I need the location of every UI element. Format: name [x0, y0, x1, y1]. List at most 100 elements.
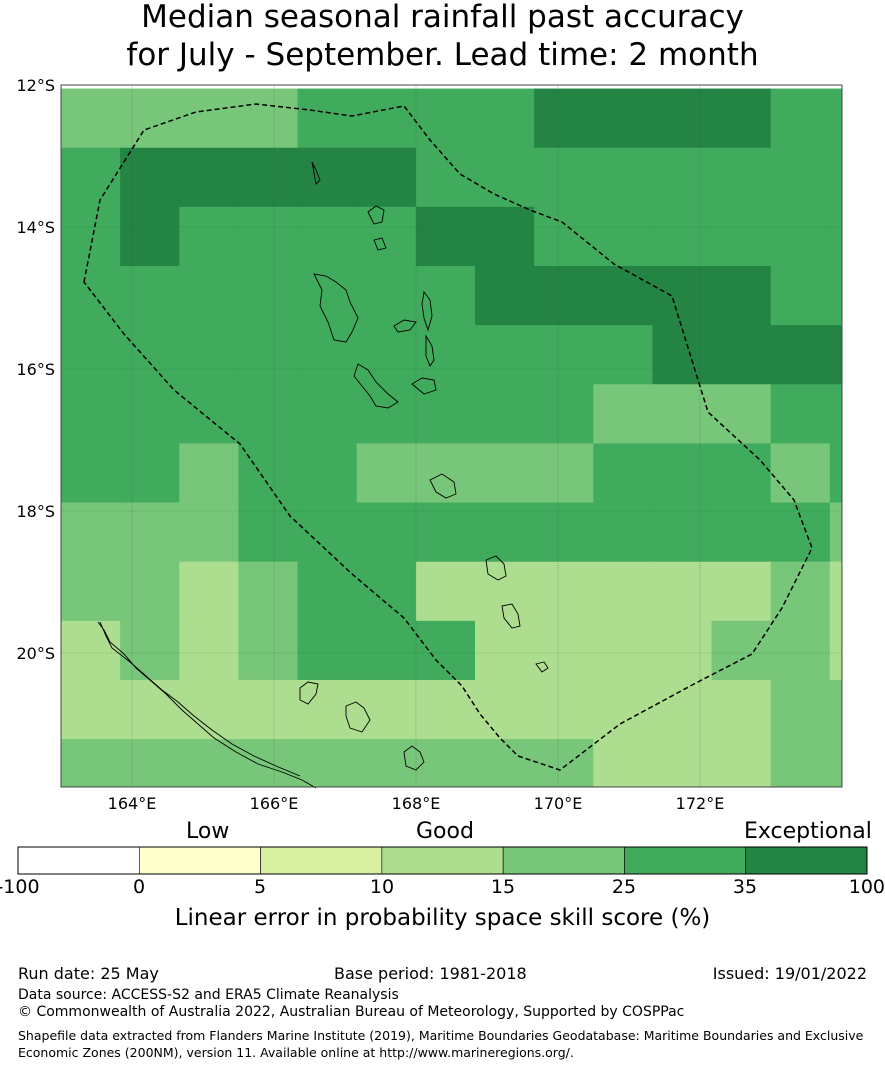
grid-cell — [238, 325, 299, 385]
colorbar-tick-minus100: -100 — [0, 876, 40, 898]
grid-cell — [179, 502, 239, 563]
grid-cell — [415, 265, 476, 326]
efate-coast — [429, 473, 457, 499]
grid-cell — [593, 739, 653, 788]
grid-cell — [534, 679, 594, 740]
grid-cell — [61, 88, 121, 149]
grid-cell — [238, 88, 299, 149]
grid-cell — [415, 88, 476, 149]
grid-cell — [652, 679, 713, 740]
pentecost-coast — [425, 334, 435, 367]
colorbar-frame — [17, 846, 868, 875]
erromango-coast — [485, 555, 507, 581]
grid-cell — [475, 679, 535, 740]
colorbar-title: Linear error in probability space skill … — [174, 905, 711, 931]
grid-cell — [711, 325, 772, 385]
grid-cell — [61, 502, 121, 563]
grid-cell — [711, 265, 772, 326]
torres-island — [311, 161, 321, 185]
grid-cell — [711, 620, 772, 681]
grid-cell — [415, 443, 476, 504]
grid-cell — [711, 88, 772, 149]
grid-cell — [534, 443, 594, 504]
grid-cell — [297, 561, 358, 622]
skill-grid-cells — [61, 88, 843, 788]
grid-cell — [61, 620, 121, 681]
grid-cell — [297, 620, 358, 681]
grid-cell — [297, 679, 358, 740]
shapefile-credit-line-2: Economic Zones (200NM), version 11. Avai… — [18, 1045, 574, 1060]
grid-cell — [593, 561, 653, 622]
data-source: Data source: ACCESS-S2 and ERA5 Climate … — [18, 987, 399, 1003]
grid-cell — [534, 325, 594, 385]
map-title: Median seasonal rainfall past accuracy f… — [0, 0, 885, 74]
malekula-coast — [353, 363, 399, 409]
grid-cell — [829, 206, 843, 267]
grid-cell — [593, 679, 653, 740]
grid-cell — [297, 206, 358, 267]
lat-label-14s: 14°S — [16, 218, 55, 237]
grid-cell — [593, 265, 653, 326]
grid-cell — [238, 561, 299, 622]
grid-cell — [770, 88, 831, 149]
grid-cell — [179, 88, 239, 149]
grid-cell — [179, 206, 239, 267]
lon-label-168e: 168°E — [391, 794, 441, 813]
ambae-coast — [393, 319, 417, 333]
grid-cell — [238, 384, 299, 444]
grid-cell — [356, 206, 417, 267]
grid-cell — [593, 88, 653, 149]
grid-cell — [61, 679, 121, 740]
colorbar-tick-100: 100 — [848, 876, 885, 898]
grid-cell — [356, 739, 417, 788]
grid-cell — [593, 384, 653, 444]
colorbar-tick-0: 0 — [132, 876, 146, 898]
colorbar-segment — [17, 846, 140, 875]
grid-cell — [356, 502, 417, 563]
grid-cell — [652, 147, 713, 208]
grid-cell — [829, 384, 843, 444]
grid-cell — [120, 561, 180, 622]
grid-cell — [829, 88, 843, 149]
grid-cell — [711, 561, 772, 622]
loyalty-island-3 — [403, 745, 425, 771]
grid-cell — [238, 147, 299, 208]
new-caledonia-coast — [97, 621, 317, 789]
grid-cell — [61, 443, 121, 504]
grid-cell — [415, 325, 476, 385]
grid-cell — [534, 739, 594, 788]
grid-cell — [61, 325, 121, 385]
grid-cell — [770, 147, 831, 208]
grid-cell — [356, 384, 417, 444]
grid-cell — [61, 384, 121, 444]
grid-cell — [652, 88, 713, 149]
grid-cell — [415, 561, 476, 622]
grid-cell — [711, 502, 772, 563]
grid-cell — [652, 325, 713, 385]
grid-cell — [534, 384, 594, 444]
grid-cell — [61, 561, 121, 622]
grid-cell — [120, 206, 180, 267]
grid-cell — [711, 384, 772, 444]
grid-cell — [179, 620, 239, 681]
colorbar-segment — [381, 846, 504, 875]
grid-cell — [593, 620, 653, 681]
colorbar-tick-10: 10 — [369, 876, 395, 898]
grid-cell — [593, 147, 653, 208]
grid-cell — [593, 325, 653, 385]
grid-cell — [770, 739, 831, 788]
colorbar-tick-15: 15 — [490, 876, 516, 898]
grid-cell — [475, 739, 535, 788]
grid-cell — [415, 620, 476, 681]
grid-cell — [356, 679, 417, 740]
grid-cell — [711, 443, 772, 504]
aneityum-coast — [535, 661, 549, 673]
colorbar-segment — [624, 846, 747, 875]
grid-cell — [829, 620, 843, 681]
colorbar-tick-35: 35 — [732, 876, 758, 898]
grid-cell — [297, 265, 358, 326]
colorbar-tick-5: 5 — [253, 876, 267, 898]
grid-cell — [652, 620, 713, 681]
grid-cell — [120, 620, 180, 681]
grid-cell — [593, 443, 653, 504]
